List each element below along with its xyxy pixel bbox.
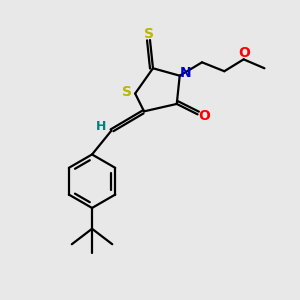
Text: O: O	[198, 109, 210, 123]
Text: H: H	[96, 120, 106, 133]
Text: N: N	[179, 66, 191, 80]
Text: S: S	[143, 27, 154, 41]
Text: O: O	[238, 46, 250, 60]
Text: S: S	[122, 85, 132, 99]
